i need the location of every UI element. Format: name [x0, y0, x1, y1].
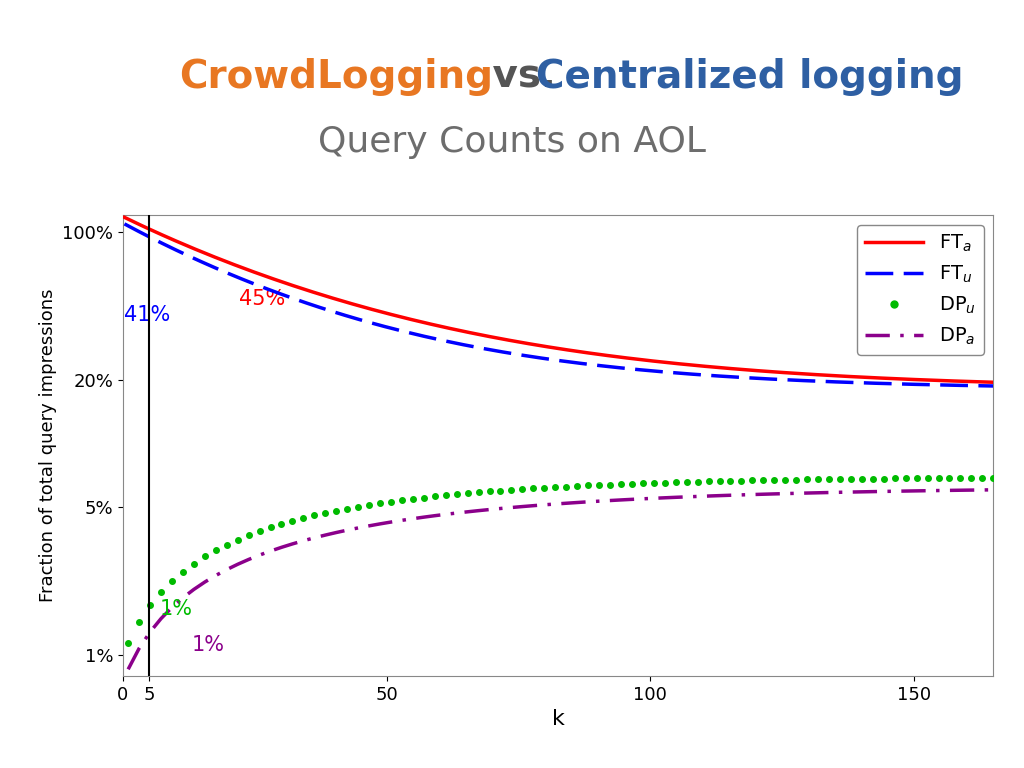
Text: Centralized logging: Centralized logging — [536, 58, 963, 96]
Text: Query Counts on AOL: Query Counts on AOL — [318, 125, 706, 159]
Text: 1%: 1% — [191, 635, 224, 655]
Y-axis label: Fraction of total query impressions: Fraction of total query impressions — [39, 289, 56, 602]
Text: 41%: 41% — [125, 305, 171, 325]
Text: 45%: 45% — [239, 290, 285, 310]
Legend: FT$_a$, FT$_u$, DP$_u$, DP$_a$: FT$_a$, FT$_u$, DP$_u$, DP$_a$ — [857, 225, 984, 355]
Text: 1%: 1% — [160, 599, 193, 619]
Text: CrowdLogging: CrowdLogging — [179, 58, 494, 96]
Text: vs.: vs. — [479, 58, 569, 96]
X-axis label: k: k — [552, 709, 564, 729]
